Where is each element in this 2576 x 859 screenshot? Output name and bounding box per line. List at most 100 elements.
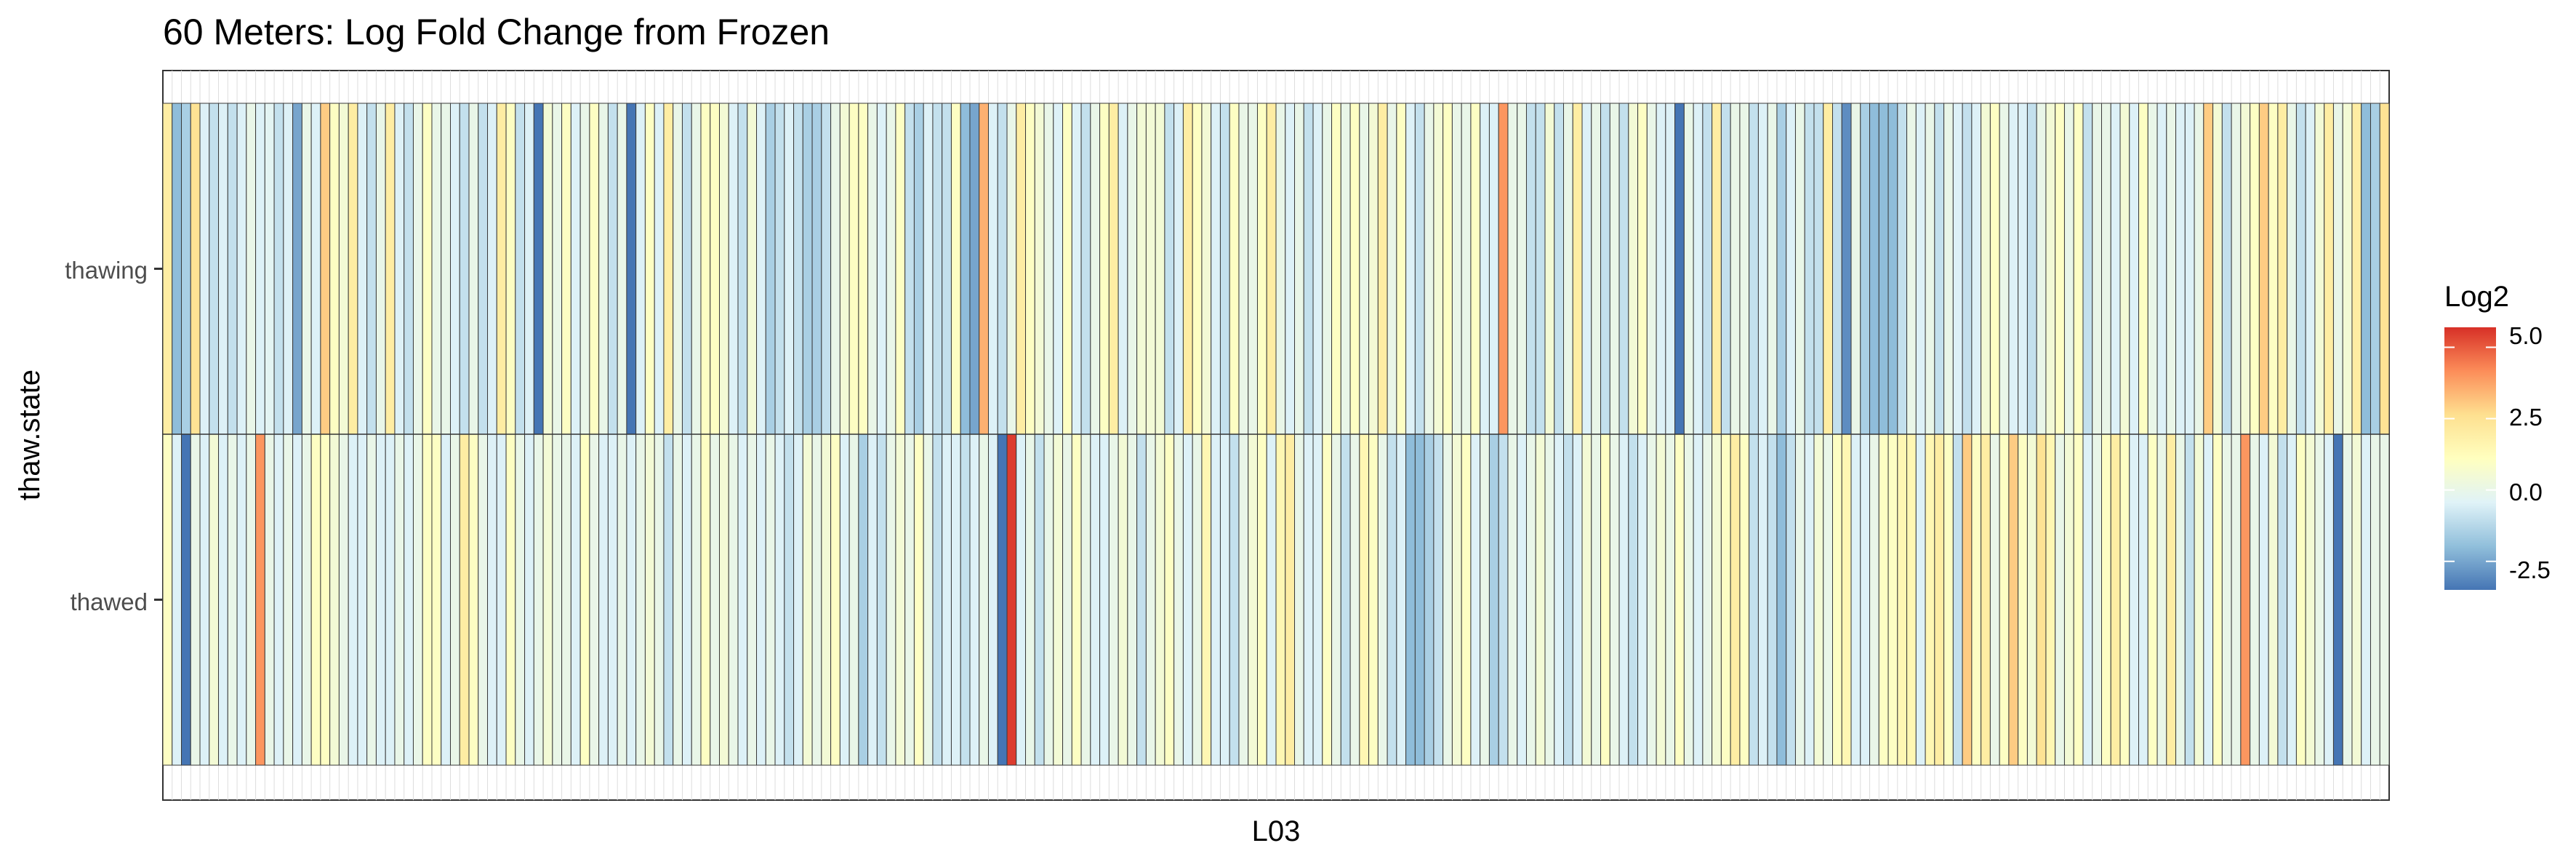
heatmap-cell-thawing-75 <box>858 103 869 435</box>
heatmap-cell-thawing-37 <box>505 103 516 435</box>
heatmap-cell-thawing-203 <box>2045 103 2056 435</box>
legend-tick-label-neg-2-5: -2.5 <box>2509 556 2551 583</box>
heatmap-cell-thawing-51 <box>635 103 646 435</box>
heatmap-cell-thawed-88 <box>979 434 989 766</box>
heatmap-cell-thawing-136 <box>1424 103 1435 435</box>
heatmap-cell-thawed-129 <box>1359 434 1370 766</box>
heatmap-cell-thawed-33 <box>468 434 479 766</box>
heatmap-cell-thawing-103 <box>1118 103 1128 435</box>
heatmap-cell-thawed-40 <box>533 434 544 766</box>
heatmap-cell-thawed-105 <box>1136 434 1147 766</box>
heatmap-cell-thawing-218 <box>2184 103 2195 435</box>
heatmap-cell-thawed-45 <box>579 434 590 766</box>
heatmap-cell-thawing-114 <box>1219 103 1230 435</box>
heatmap-cell-thawing-11 <box>264 103 275 435</box>
heatmap-cell-thawed-214 <box>2147 434 2158 766</box>
heatmap-cell-thawing-13 <box>283 103 294 435</box>
heatmap-cell-thawed-20 <box>348 434 358 766</box>
heatmap-cell-thawed-103 <box>1118 434 1128 766</box>
heatmap-cell-thawing-132 <box>1387 103 1397 435</box>
heatmap-cell-thawed-64 <box>756 434 766 766</box>
heatmap-cell-thawing-134 <box>1405 103 1416 435</box>
heatmap-cell-thawing-87 <box>969 103 980 435</box>
heatmap-cell-thawing-212 <box>2129 103 2140 435</box>
heatmap-cell-thawing-234 <box>2332 103 2343 435</box>
heatmap-cell-thawing-99 <box>1080 103 1091 435</box>
heatmap-cell-thawing-2 <box>181 103 191 435</box>
heatmap-cell-thawing-135 <box>1414 103 1425 435</box>
heatmap-cell-thawed-189 <box>1915 434 1926 766</box>
heatmap-cell-thawing-52 <box>644 103 655 435</box>
heatmap-cell-thawed-108 <box>1164 434 1175 766</box>
heatmap-cell-thawed-227 <box>2268 434 2279 766</box>
heatmap-cell-thawed-115 <box>1229 434 1240 766</box>
heatmap-cell-thawing-7 <box>227 103 238 435</box>
heatmap-cell-thawed-63 <box>747 434 758 766</box>
heatmap-cell-thawing-66 <box>774 103 785 435</box>
heatmap-cell-thawed-71 <box>821 434 832 766</box>
heatmap-cell-thawed-238 <box>2370 434 2380 766</box>
x-axis-title: L03 <box>1252 815 1301 847</box>
heatmap-cell-thawing-56 <box>681 103 692 435</box>
heatmap-cell-thawed-218 <box>2184 434 2195 766</box>
heatmap-cell-thawing-131 <box>1377 103 1388 435</box>
heatmap-cell-thawed-172 <box>1757 434 1768 766</box>
heatmap-cell-thawing-149 <box>1544 103 1555 435</box>
heatmap-cell-thawing-53 <box>654 103 665 435</box>
heatmap-cell-thawing-28 <box>422 103 433 435</box>
heatmap-cell-thawing-15 <box>301 103 312 435</box>
heatmap-cell-thawing-172 <box>1757 103 1768 435</box>
heatmap-cell-thawing-88 <box>979 103 989 435</box>
heatmap-cell-thawed-15 <box>301 434 312 766</box>
heatmap-cell-thawing-191 <box>1934 103 1945 435</box>
heatmap-cell-thawed-183 <box>1860 434 1871 766</box>
heatmap-cell-thawing-154 <box>1591 103 1602 435</box>
heatmap-cell-thawed-222 <box>2221 434 2232 766</box>
heatmap-cell-thawed-0 <box>162 434 173 766</box>
heatmap-cell-thawing-181 <box>1841 103 1852 435</box>
heatmap-cell-thawing-147 <box>1525 103 1536 435</box>
heatmap-cell-thawed-10 <box>255 434 265 766</box>
heatmap-cell-thawed-152 <box>1572 434 1583 766</box>
heatmap-cell-thawing-117 <box>1248 103 1258 435</box>
heatmap-cell-thawed-216 <box>2166 434 2177 766</box>
heatmap-cell-thawed-234 <box>2332 434 2343 766</box>
heatmap-cell-thawed-94 <box>1034 434 1045 766</box>
heatmap-cell-thawing-1 <box>172 103 182 435</box>
heatmap-cell-thawed-59 <box>710 434 720 766</box>
heatmap-cell-thawing-100 <box>1090 103 1101 435</box>
heatmap-cell-thawing-64 <box>756 103 766 435</box>
heatmap-cell-thawed-131 <box>1377 434 1388 766</box>
heatmap-cell-thawed-90 <box>997 434 1008 766</box>
heatmap-cell-thawed-180 <box>1832 434 1842 766</box>
heatmap-cell-thawing-110 <box>1182 103 1193 435</box>
heatmap-cell-thawing-6 <box>218 103 228 435</box>
heatmap-cell-thawing-91 <box>1006 103 1017 435</box>
heatmap-cell-thawing-101 <box>1099 103 1110 435</box>
legend: Log2 5.0 2.5 0.0 -2.5 <box>2444 281 2551 590</box>
heatmap-cell-thawing-77 <box>876 103 887 435</box>
heatmap-cell-thawed-67 <box>784 434 795 766</box>
heatmap-cell-thawing-35 <box>487 103 497 435</box>
heatmap-cell-thawing-54 <box>663 103 674 435</box>
heatmap-cell-thawed-205 <box>2063 434 2074 766</box>
heatmap-cell-thawed-179 <box>1823 434 1833 766</box>
heatmap-cell-thawing-42 <box>552 103 563 435</box>
heatmap-cell-thawing-27 <box>412 103 423 435</box>
heatmap-cell-thawing-8 <box>236 103 247 435</box>
heatmap-cell-thawing-46 <box>589 103 600 435</box>
heatmap-cell-thawed-136 <box>1424 434 1435 766</box>
heatmap-cell-thawing-84 <box>942 103 952 435</box>
heatmap-cell-thawing-98 <box>1071 103 1082 435</box>
heatmap-cell-thawing-233 <box>2324 103 2334 435</box>
heatmap-cell-thawing-74 <box>848 103 859 435</box>
heatmap-cell-thawed-58 <box>700 434 711 766</box>
heatmap-cell-thawing-119 <box>1266 103 1277 435</box>
heatmap-cell-thawing-10 <box>255 103 265 435</box>
heatmap-cell-thawing-148 <box>1535 103 1546 435</box>
heatmap-cell-thawing-179 <box>1823 103 1833 435</box>
heatmap-cell-thawing-113 <box>1211 103 1221 435</box>
heatmap-cell-thawing-227 <box>2268 103 2279 435</box>
heatmap-cell-thawed-11 <box>264 434 275 766</box>
heatmap-cell-thawing-9 <box>246 103 257 435</box>
